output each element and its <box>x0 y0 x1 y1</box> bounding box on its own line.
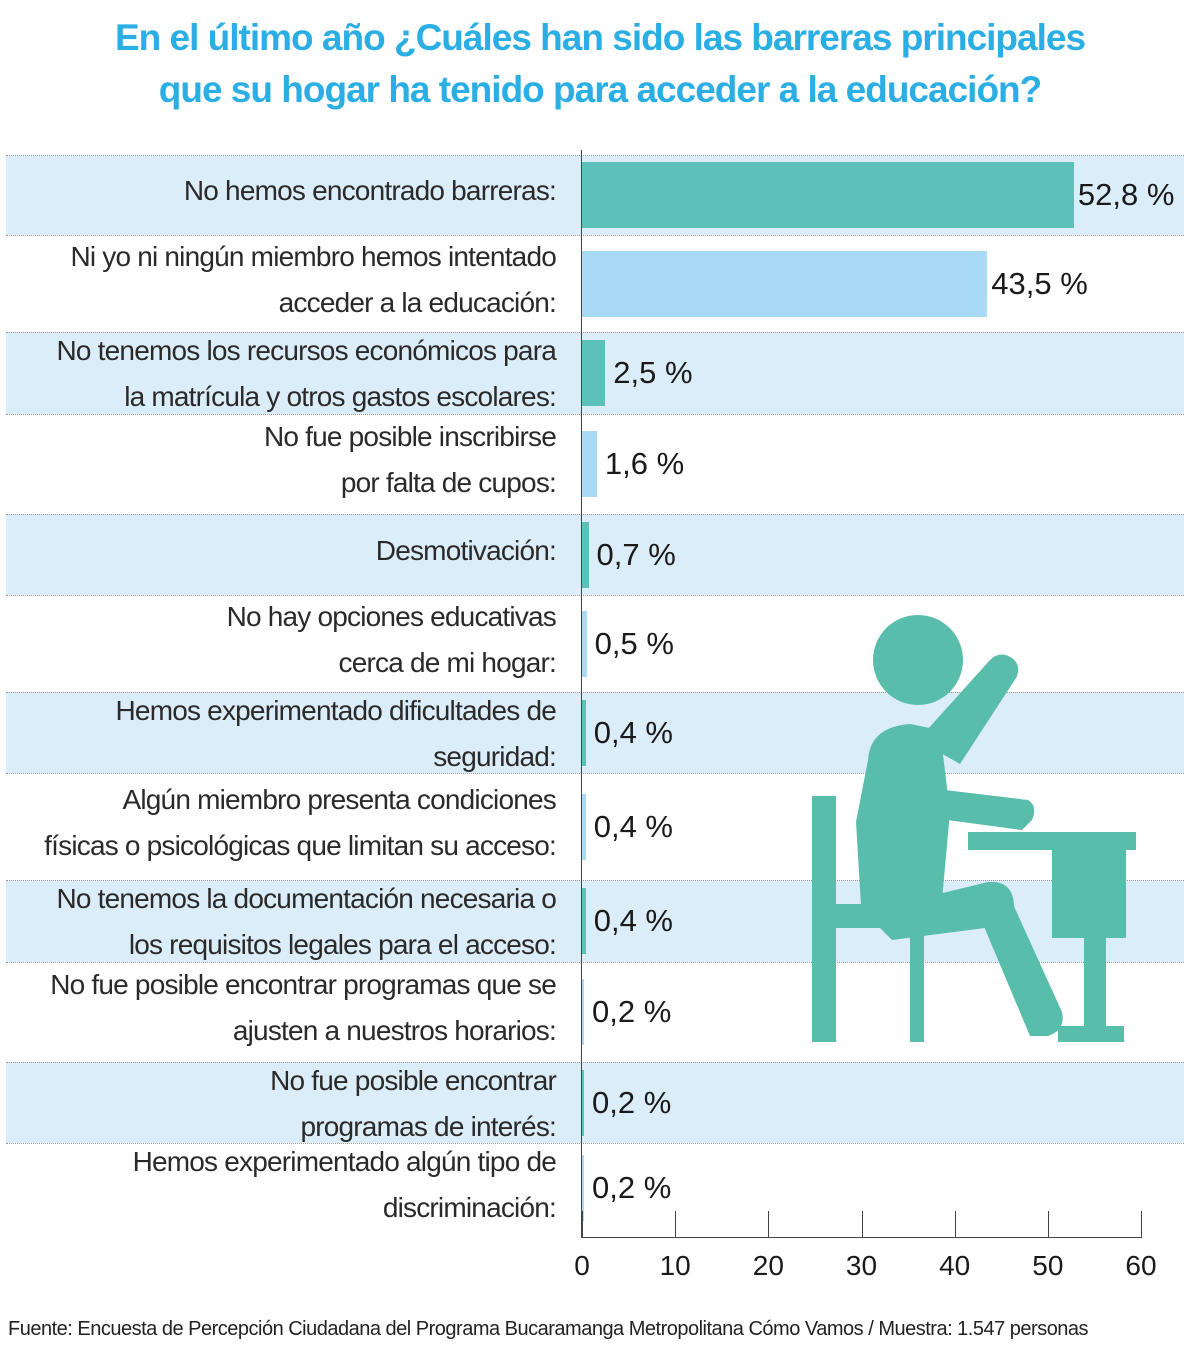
bar <box>582 1154 584 1221</box>
value-label: 0,4 % <box>593 714 673 750</box>
category-label-line: No hay opciones educativas <box>226 600 557 632</box>
source-note: Fuente: Encuesta de Percepción Ciudadana… <box>8 1318 1089 1340</box>
row-separator <box>6 962 1184 963</box>
category-label-line: No fue posible inscribirse <box>263 421 557 452</box>
row-separator <box>6 332 1184 333</box>
x-tick <box>1047 1211 1049 1237</box>
category-label: No fue posible encontrar programas que s… <box>6 962 557 1054</box>
value-label: 0,4 % <box>593 808 673 844</box>
value-label: 0,2 % <box>592 994 672 1029</box>
category-label-line: programas de interés: <box>300 1111 556 1142</box>
bar <box>582 340 606 406</box>
bar <box>582 699 586 766</box>
value-label: 0,7 % <box>596 536 676 572</box>
category-label: No tenemos los recursos económicos para l… <box>6 328 557 420</box>
category-label-line: seguridad: <box>433 741 557 772</box>
row-separator <box>6 595 1184 596</box>
x-tick-label: 0 <box>574 1250 590 1281</box>
x-tick-label: 10 <box>659 1250 691 1281</box>
row-separator <box>6 1062 1184 1063</box>
value-label: 0,4 % <box>593 903 673 938</box>
category-label-line: No tenemos los recursos económicos para <box>56 335 557 366</box>
value-label: 0,2 % <box>592 1169 672 1205</box>
category-label-line: No fue posible encontrar <box>270 1065 557 1096</box>
category-label-line: los requisitos legales para el acceso: <box>128 929 557 960</box>
student-at-desk-icon <box>812 615 1136 1042</box>
y-axis-line <box>581 150 582 1238</box>
bar <box>582 793 586 860</box>
row-separator <box>6 235 1184 236</box>
row-band <box>6 1062 1184 1143</box>
chart-title-line-1: En el último año ¿Cuáles han sido las ba… <box>114 17 1086 58</box>
x-tick-label: 50 <box>1032 1250 1064 1281</box>
row-separator <box>6 414 1184 415</box>
category-label-line: ajusten a nuestros horarios: <box>232 1015 557 1046</box>
category-label-line: Ni yo ni ningún miembro hemos intentado <box>70 240 556 272</box>
bar <box>582 610 587 677</box>
row-separator <box>6 692 1184 693</box>
value-label: 52,8 % <box>1077 177 1175 212</box>
category-label: Hemos experimentado dificultades de segur… <box>6 688 557 780</box>
category-label: No tenemos la documentación necesaria o l… <box>6 876 556 968</box>
row-separator <box>6 773 1184 774</box>
value-label: 43,5 % <box>991 265 1088 301</box>
bar <box>582 979 584 1045</box>
category-label: Hemos experimentado algún tipo de discrim… <box>6 1139 557 1231</box>
category-label-line: Hemos experimentado algún tipo de <box>132 1146 557 1177</box>
bar <box>582 250 988 317</box>
bar <box>582 431 597 497</box>
x-tick <box>954 1211 956 1237</box>
value-label: 0,2 % <box>592 1084 672 1120</box>
category-label-line: No tenemos la documentación necesaria o <box>56 883 556 914</box>
row-separator <box>6 155 1184 156</box>
category-label-line: la matrícula y otros gastos escolares: <box>124 381 557 412</box>
x-tick <box>768 1211 770 1237</box>
x-tick-label: 40 <box>939 1250 971 1281</box>
category-label-line: acceder a la educación: <box>278 286 557 318</box>
x-tick <box>1141 1211 1142 1237</box>
value-label: 0,5 % <box>594 625 674 661</box>
x-tick-label: 20 <box>752 1250 784 1281</box>
bar <box>582 888 586 954</box>
category-label-line: por falta de cupos: <box>340 467 557 498</box>
category-label-line: Hemos experimentado dificultades de <box>115 695 557 726</box>
bar <box>582 162 1074 228</box>
category-label-line: No fue posible encontrar programas que s… <box>50 969 557 1000</box>
bar <box>582 521 589 588</box>
x-tick <box>675 1211 677 1237</box>
row-separator <box>6 880 1184 881</box>
category-label-line: No hemos encontrado barreras: <box>183 175 557 206</box>
category-label-line: discriminación: <box>382 1192 557 1223</box>
category-label: Algún miembro presenta condiciones física… <box>6 777 557 869</box>
chart-title: En el último año ¿Cuáles han sido las ba… <box>0 12 1200 116</box>
value-label: 2,5 % <box>613 355 693 390</box>
category-label-line: físicas o psicológicas que limitan su ac… <box>44 829 557 861</box>
x-axis-line <box>582 1237 1142 1238</box>
x-tick-label: 30 <box>845 1250 878 1281</box>
category-label-line: cerca de mi hogar: <box>338 646 557 678</box>
x-tick-label: 60 <box>1125 1250 1157 1281</box>
category-label: Desmotivación: <box>6 528 557 574</box>
category-label-line: Algún miembro presenta condiciones <box>122 783 556 815</box>
value-label: 1,6 % <box>604 446 685 481</box>
category-label-line: Desmotivación: <box>375 534 557 566</box>
x-tick <box>582 1211 583 1237</box>
category-label: No fue posible encontrar programas de int… <box>6 1058 557 1150</box>
row-separator <box>6 1143 1184 1144</box>
bar <box>582 1069 584 1136</box>
x-tick <box>861 1211 863 1237</box>
row-separator <box>6 514 1184 515</box>
category-label: No hay opciones educativas cerca de mi ho… <box>6 594 557 686</box>
category-label: No fue posible inscribirse por falta de c… <box>6 414 557 506</box>
chart-title-line-2: que su hogar ha tenido para acceder a la… <box>158 69 1043 110</box>
category-label: Ni yo ni ningún miembro hemos intentado a… <box>6 234 556 326</box>
row-band <box>6 514 1184 595</box>
category-label: No hemos encontrado barreras: <box>6 168 557 214</box>
